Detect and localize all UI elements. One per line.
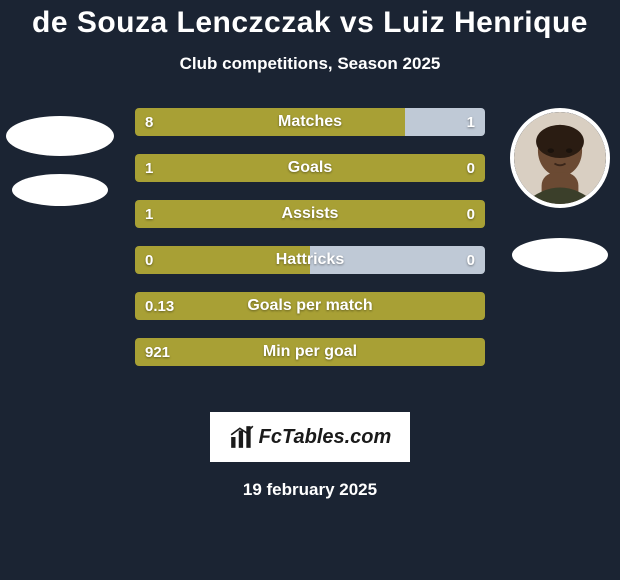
player-right-panel (500, 108, 620, 272)
comparison-card: de Souza Lenczczak vs Luiz Henrique Club… (0, 0, 620, 580)
stat-label: Hattricks (135, 246, 485, 274)
stat-row: 921Min per goal (135, 338, 485, 366)
player-photo-icon (514, 112, 606, 204)
stat-row: 8Matches1 (135, 108, 485, 136)
stat-row: 1Assists0 (135, 200, 485, 228)
stat-row: 0.13Goals per match (135, 292, 485, 320)
stat-label: Goals per match (135, 292, 485, 320)
stat-row: 0Hattricks0 (135, 246, 485, 274)
player-left-panel (0, 108, 120, 206)
player-left-club-placeholder (12, 174, 108, 206)
stat-row: 1Goals0 (135, 154, 485, 182)
stat-label: Assists (135, 200, 485, 228)
stat-label: Matches (135, 108, 485, 136)
stat-label: Min per goal (135, 338, 485, 366)
player-left-avatar-placeholder (6, 116, 114, 156)
subtitle: Club competitions, Season 2025 (0, 54, 620, 74)
content-area: 8Matches11Goals01Assists00Hattricks00.13… (0, 108, 620, 388)
stat-bars: 8Matches11Goals01Assists00Hattricks00.13… (135, 108, 485, 366)
page-title: de Souza Lenczczak vs Luiz Henrique (0, 6, 620, 40)
stat-value-right: 0 (467, 154, 475, 182)
source-logo: FcTables.com (210, 412, 410, 462)
stat-value-right: 0 (467, 246, 475, 274)
chart-icon (229, 424, 255, 450)
snapshot-date: 19 february 2025 (0, 480, 620, 500)
stat-value-right: 1 (467, 108, 475, 136)
stat-label: Goals (135, 154, 485, 182)
stat-value-right: 0 (467, 200, 475, 228)
player-right-avatar (510, 108, 610, 208)
player-right-club-placeholder (512, 238, 608, 272)
logo-text: FcTables.com (259, 426, 392, 449)
